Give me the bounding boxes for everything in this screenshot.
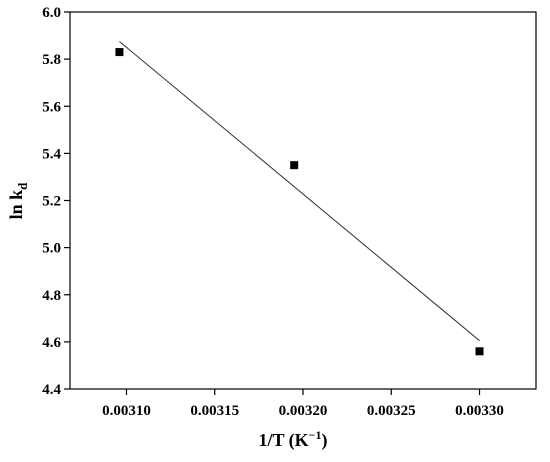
y-tick-label: 4.4 — [42, 382, 61, 398]
x-tick-label: 0.00315 — [190, 403, 239, 419]
y-tick-label: 4.8 — [42, 288, 61, 304]
y-axis-title: ln kd — [6, 182, 30, 220]
plot-frame — [69, 11, 537, 390]
y-tick-label: 5.4 — [42, 146, 61, 162]
x-axis: 0.00310 0.00315 0.00320 0.00325 0.00330 — [102, 389, 504, 419]
y-tick-label: 5.0 — [42, 241, 61, 257]
fit-line — [119, 41, 480, 342]
y-tick-label: 6.0 — [42, 5, 61, 21]
x-tick-label: 0.00320 — [279, 403, 328, 419]
x-tick-label: 0.00310 — [102, 403, 151, 419]
x-tick-label: 0.00330 — [455, 403, 504, 419]
data-point — [115, 48, 124, 57]
x-axis-title: 1/T (K−1) — [258, 428, 327, 451]
y-tick-label: 5.8 — [42, 52, 61, 68]
y-tick-label: 4.6 — [42, 335, 61, 351]
y-tick-label: 5.6 — [42, 99, 61, 115]
data-point — [475, 347, 484, 356]
data-points — [115, 48, 484, 356]
y-axis: 4.4 4.6 4.8 5.0 5.2 5.4 5.6 5.8 6.0 — [42, 5, 70, 398]
x-tick-label: 0.00325 — [367, 403, 416, 419]
fit-line-group — [119, 41, 480, 342]
data-point — [290, 161, 299, 170]
y-tick-label: 5.2 — [42, 194, 61, 210]
